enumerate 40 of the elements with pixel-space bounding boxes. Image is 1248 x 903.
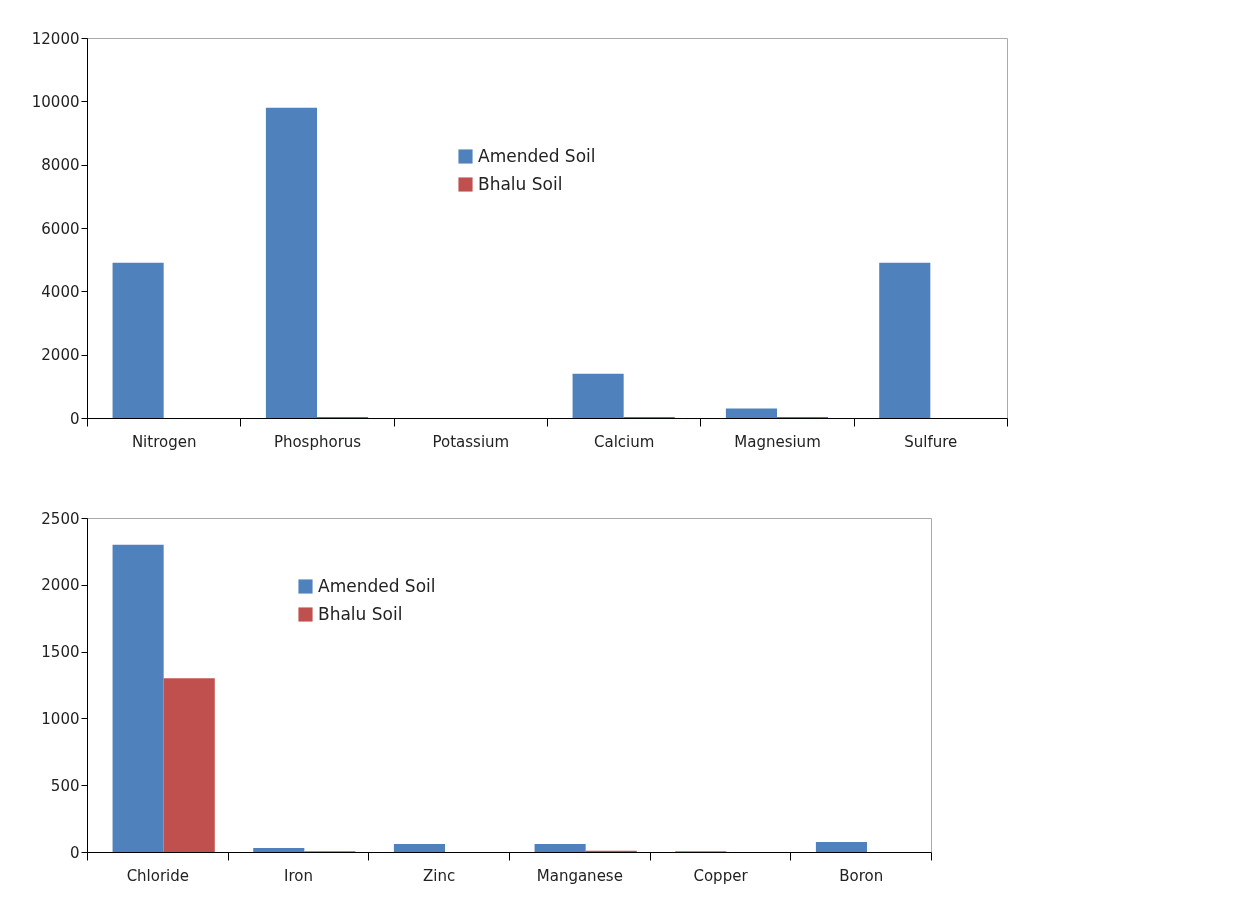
- bar: [265, 107, 317, 418]
- x-tick-label: Boron: [839, 866, 884, 885]
- x-tick-label: Manganese: [536, 866, 623, 885]
- y-tick-label: 10000: [31, 92, 80, 111]
- y-tick-label: 0: [69, 409, 80, 428]
- bar: [572, 373, 624, 418]
- bar: [815, 841, 867, 852]
- x-tick-label: Chloride: [126, 866, 190, 885]
- bar: [112, 544, 164, 852]
- bar: [163, 678, 215, 852]
- x-tick-label: Phosphorus: [273, 432, 362, 451]
- x-tick-label: Potassium: [432, 432, 510, 451]
- legend-label: Bhalu Soil: [478, 173, 563, 194]
- y-tick-label: 0: [69, 843, 80, 862]
- y-tick-label: 1000: [41, 709, 80, 728]
- x-tick-label: Nitrogen: [131, 432, 197, 451]
- bar: [112, 262, 164, 418]
- y-tick-label: 2000: [41, 576, 80, 595]
- y-tick-label: 2500: [41, 509, 80, 528]
- x-tick-label: Magnesium: [734, 432, 821, 451]
- bar: [725, 408, 777, 418]
- legend-label: Amended Soil: [318, 575, 436, 596]
- y-tick-label: 2000: [41, 346, 80, 365]
- bar: [534, 843, 586, 852]
- x-tick-label: Zinc: [423, 866, 456, 885]
- y-tick-label: 8000: [41, 156, 80, 175]
- legend-label: Bhalu Soil: [318, 603, 403, 624]
- bar: [879, 262, 931, 418]
- bar: [393, 843, 445, 852]
- y-tick-label: 1500: [41, 643, 80, 662]
- y-tick-label: 500: [50, 776, 80, 795]
- x-tick-label: Iron: [284, 866, 313, 885]
- y-tick-label: 4000: [41, 282, 80, 301]
- y-tick-label: 6000: [41, 219, 80, 238]
- x-tick-label: Sulfure: [904, 432, 958, 451]
- x-tick-label: Calcium: [593, 432, 655, 451]
- x-tick-label: Copper: [693, 866, 749, 885]
- y-tick-label: 12000: [31, 29, 80, 48]
- bar: [253, 847, 305, 852]
- legend-label: Amended Soil: [478, 145, 596, 166]
